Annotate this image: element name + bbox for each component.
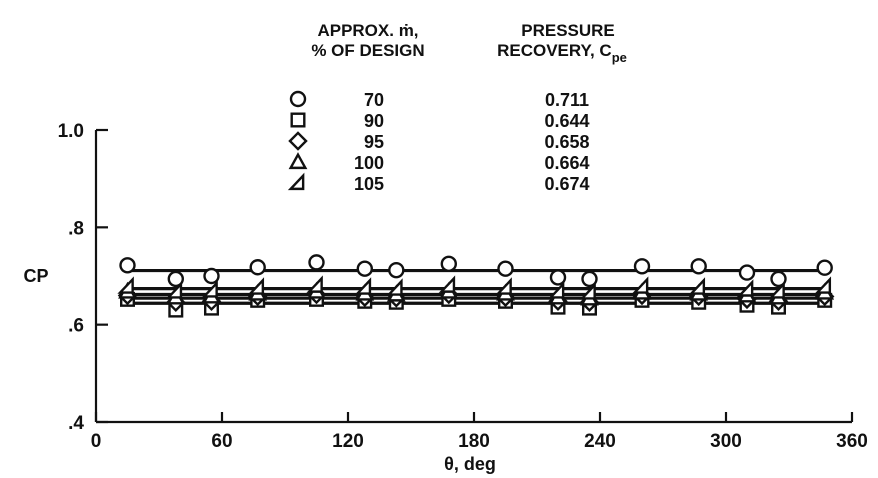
legend-recovery-value: 0.644 [544,111,589,131]
x-tick-label: 240 [584,431,616,452]
legend-label: 100 [354,153,384,173]
legend-label: 95 [364,132,384,152]
data-point [547,281,565,299]
y-tick-label: .6 [68,316,84,337]
legend-marker-diamond [288,131,308,151]
legend-header-design: % OF DESIGN [311,41,424,60]
data-point [386,278,403,296]
data-point [816,259,833,276]
data-point [770,270,787,288]
x-tick-label: 0 [91,431,102,452]
data-point [440,255,457,273]
data-point [306,275,323,293]
legend-recovery-value: 0.664 [544,153,589,173]
data-point [438,275,456,293]
series-markers [117,254,835,318]
series-105 [117,275,832,300]
legend-label: 70 [364,90,384,110]
data-point [581,270,598,288]
data-point [688,277,706,295]
data-point [167,270,185,288]
x-tick-label: 180 [458,431,490,452]
data-point [356,260,373,277]
y-tick-label: .4 [68,413,84,434]
data-point [736,279,754,297]
legend-marker-triangle [288,152,308,170]
legend-item: 90 0.644 [290,111,590,131]
x-axis-label: θ, deg [444,454,496,474]
legend-item: 100 0.664 [288,152,590,173]
data-point [308,254,325,271]
data-point [497,260,514,277]
legend-header-pressure: PRESSURE [521,21,615,40]
data-point [117,276,134,294]
legend-label: 105 [354,174,384,194]
legend-marker-square [290,112,306,128]
y-axis-label: CP [23,266,48,286]
data-point [165,281,183,299]
data-point [247,277,265,295]
x-ticks: 0 60 120 180 240 300 360 [91,412,868,452]
x-tick-label: 300 [710,431,742,452]
legend-header-recovery-text: RECOVERY, C [497,41,612,60]
legend-label: 90 [364,111,384,131]
data-point [249,259,266,276]
x-tick-label: 120 [332,431,364,452]
y-tick-label: 1.0 [58,121,84,142]
data-point [119,257,136,274]
legend-marker-circle [289,90,307,108]
data-point [690,258,707,275]
x-tick-label: 60 [211,431,232,452]
series-70 [119,254,833,288]
data-point [201,280,218,298]
x-tick-label: 360 [836,431,868,452]
data-point [354,277,372,295]
data-point [814,276,832,294]
data-point [633,258,651,275]
data-point [579,282,596,300]
data-point [738,264,756,281]
y-ticks: .4 .6 .8 1.0 [58,121,108,434]
legend-recovery-value: 0.711 [545,90,589,110]
legend: 70 0.711 90 0.644 95 0.658 100 0.664 105 0.674 [287,90,590,194]
legend-marker-half-triangle [287,172,305,191]
data-point [388,261,405,279]
data-point [768,281,785,299]
legend-header-massflow: APPROX. ṁ, [317,21,418,40]
legend-header-recovery: RECOVERY, Cpe [497,41,627,65]
data-point [631,276,649,294]
legend-item: 105 0.674 [287,172,590,194]
legend-recovery-value: 0.674 [544,174,589,194]
data-point [495,277,512,295]
data-point [203,267,220,285]
legend-item: 95 0.658 [288,131,590,152]
y-tick-label: .8 [68,218,84,239]
legend-item: 70 0.711 [289,90,589,110]
legend-header-recovery-subscript: pe [612,50,627,65]
legend-recovery-value: 0.658 [544,132,589,152]
series-layer [117,254,835,318]
data-point [549,269,567,286]
series-lines [127,268,825,305]
